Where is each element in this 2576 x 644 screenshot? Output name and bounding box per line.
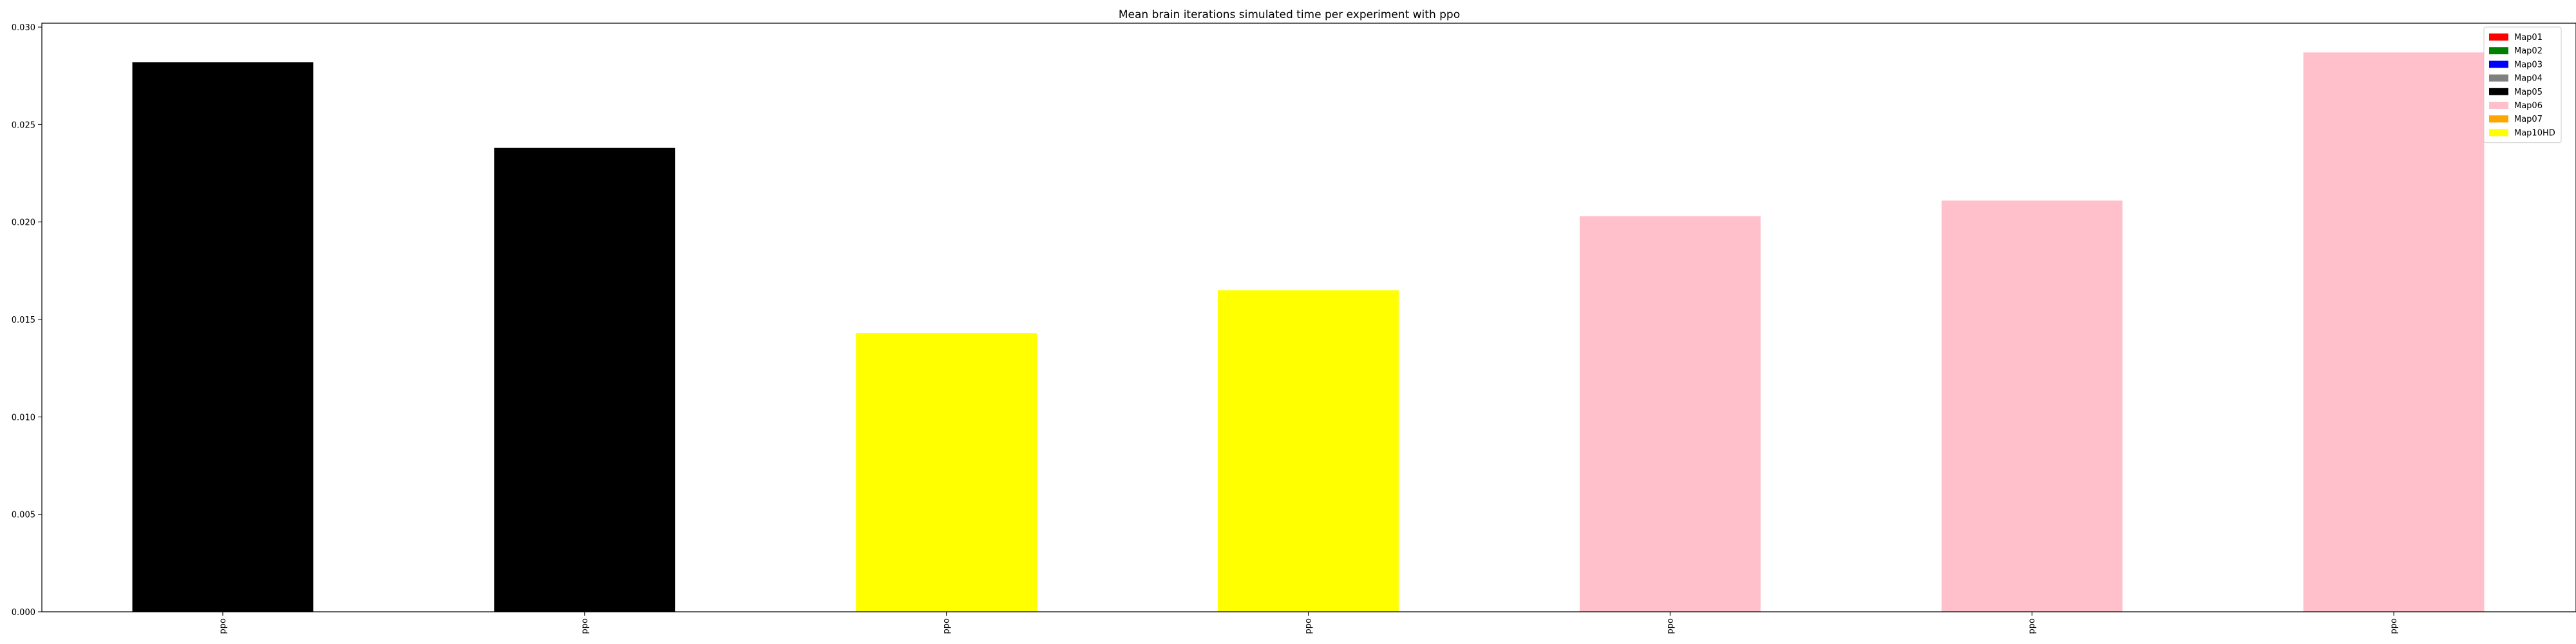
legend-swatch bbox=[2489, 129, 2508, 137]
legend-label: Map02 bbox=[2514, 46, 2543, 56]
axes-frame bbox=[41, 23, 2576, 612]
legend-swatch bbox=[2489, 47, 2508, 55]
legend-swatch bbox=[2489, 33, 2508, 41]
y-tick-label: 0.025 bbox=[12, 120, 35, 130]
legend-label: Map10HD bbox=[2514, 128, 2555, 138]
y-tick-label: 0.020 bbox=[12, 218, 35, 228]
legend-label: Map07 bbox=[2514, 115, 2543, 124]
x-tick-label: ppo bbox=[2027, 618, 2037, 634]
legend-label: Map04 bbox=[2514, 74, 2543, 84]
bar-2 bbox=[494, 147, 676, 612]
legend-swatch bbox=[2489, 88, 2508, 95]
legend-swatch bbox=[2489, 74, 2508, 82]
y-tick-label: 0.010 bbox=[12, 413, 35, 422]
x-tick-label: ppo bbox=[218, 618, 228, 634]
bar-3 bbox=[856, 333, 1037, 612]
y-tick-label: 0.005 bbox=[12, 511, 35, 520]
legend: Map01 Map02 Map03 Map04 Map05 Map06 Map07 Map10… bbox=[2483, 26, 2562, 144]
y-tick-label: 0.015 bbox=[12, 316, 35, 325]
legend-label: Map06 bbox=[2514, 101, 2543, 111]
x-axis: ppo ppo ppo ppo ppo ppo ppo bbox=[218, 612, 2399, 634]
x-tick-label: ppo bbox=[942, 618, 952, 634]
legend-swatch bbox=[2489, 61, 2508, 68]
legend-box bbox=[2483, 26, 2562, 144]
y-axis: 0.000 0.005 0.010 0.015 0.020 0.025 0.030 bbox=[12, 23, 42, 618]
bar-1 bbox=[132, 62, 314, 612]
bar-4 bbox=[1218, 290, 1399, 612]
y-tick-label: 0.000 bbox=[12, 608, 35, 618]
x-tick-label: ppo bbox=[1304, 618, 1314, 634]
chart-title: Mean brain iterations simulated time per… bbox=[1119, 8, 1460, 21]
plot-area bbox=[132, 52, 2485, 612]
x-tick-label: ppo bbox=[2389, 618, 2399, 634]
y-tick-label: 0.030 bbox=[12, 23, 35, 33]
legend-swatch bbox=[2489, 102, 2508, 109]
legend-label: Map03 bbox=[2514, 60, 2543, 70]
bar-6 bbox=[1941, 200, 2123, 612]
legend-swatch bbox=[2489, 115, 2508, 123]
legend-label: Map01 bbox=[2514, 33, 2543, 43]
x-tick-label: ppo bbox=[580, 618, 590, 634]
x-tick-label: ppo bbox=[1665, 618, 1675, 634]
bar-7 bbox=[2303, 52, 2485, 612]
bar-5 bbox=[1579, 216, 1761, 612]
legend-label: Map05 bbox=[2514, 88, 2543, 97]
